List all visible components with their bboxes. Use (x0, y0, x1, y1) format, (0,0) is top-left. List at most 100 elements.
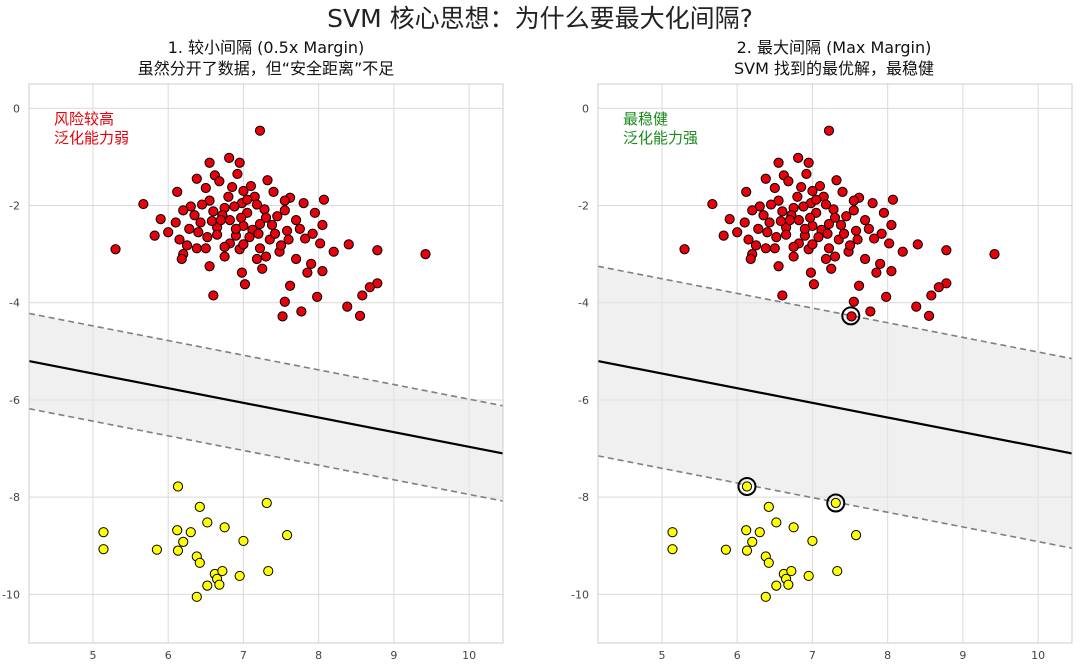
data-point-red (801, 168, 812, 180)
data-point-red (372, 245, 383, 256)
y-tick-label: 0 (582, 102, 589, 115)
data-point-red (211, 229, 223, 240)
x-tick-label: 8 (315, 649, 322, 662)
data-point-red (679, 244, 690, 255)
data-point-red (732, 227, 743, 238)
y-tick-label: 0 (13, 102, 20, 115)
data-point-red (780, 229, 792, 240)
data-point-yellow (763, 501, 774, 512)
data-point-red (886, 219, 897, 231)
data-point-red (195, 217, 206, 228)
data-point-yellow (238, 535, 249, 547)
data-point-red (230, 223, 242, 234)
data-point-red (826, 263, 837, 274)
annotation-line2: 泛化能力弱 (54, 129, 129, 147)
data-point-red (312, 291, 323, 303)
data-point-yellow (202, 580, 213, 591)
margin-line-upper (28, 312, 504, 407)
y-tick-label: -2 (9, 200, 20, 213)
data-point-red (753, 223, 764, 234)
data-point-red (232, 168, 243, 180)
data-point-red (865, 306, 876, 317)
data-point-red (257, 263, 268, 274)
y-tick-label: -8 (9, 491, 20, 504)
data-point-red (773, 157, 784, 168)
data-point-red (788, 251, 799, 262)
x-tick-label: 5 (658, 649, 665, 662)
figure-title: SVM 核心思想：为什么要最大化间隔? (327, 4, 753, 33)
data-point-red (245, 180, 257, 192)
data-point-red (266, 219, 278, 231)
data-point-yellow (219, 522, 230, 533)
data-point-red (284, 280, 296, 291)
data-point-red (219, 241, 230, 252)
data-point-red (777, 290, 788, 301)
data-point-red (835, 219, 847, 231)
data-point-red (184, 223, 195, 234)
data-point-red (239, 279, 251, 290)
data-point-yellow (832, 565, 843, 577)
data-point-red (238, 185, 249, 197)
data-point-red (841, 211, 852, 222)
data-point-yellow (667, 527, 678, 538)
data-point-red (138, 198, 149, 210)
y-tick-label: -4 (578, 297, 589, 310)
data-point-yellow (747, 536, 758, 547)
data-point-red (275, 240, 287, 251)
data-point-red (155, 214, 166, 225)
data-point-red (823, 218, 835, 230)
data-point-red (200, 182, 211, 194)
data-point-red (884, 238, 895, 249)
data-point-yellow (261, 497, 272, 509)
data-point-red (846, 311, 857, 322)
data-point-yellow (194, 501, 205, 512)
data-point-yellow (202, 517, 213, 528)
data-point-red (798, 201, 809, 212)
data-point-red (172, 186, 183, 198)
data-point-red (807, 239, 818, 250)
data-point-red (234, 157, 245, 168)
panel-left-title-line2: 虽然分开了数据，但“安全距离”不足 (138, 59, 395, 78)
x-tick-label: 7 (809, 649, 816, 662)
data-point-red (811, 194, 822, 205)
x-tick-label: 9 (959, 649, 966, 662)
data-point-red (799, 223, 811, 234)
data-point-red (926, 290, 937, 301)
data-point-red (254, 218, 266, 230)
data-point-red (886, 266, 897, 277)
support-vector-ring (826, 493, 846, 513)
support-vector-ring (841, 306, 861, 326)
data-point-yellow (217, 565, 228, 577)
data-point-red (260, 251, 272, 262)
data-point-red (342, 301, 353, 312)
data-point-red (775, 215, 786, 227)
data-point-red (268, 186, 279, 198)
data-point-red (871, 267, 882, 278)
data-point-red (838, 228, 850, 239)
data-point-yellow (741, 545, 753, 556)
data-point-yellow (194, 557, 205, 568)
data-point-red (196, 199, 208, 210)
data-point-yellow (830, 497, 841, 509)
y-tick-label: -10 (571, 588, 589, 601)
data-point-red (837, 186, 848, 198)
data-point-red (822, 228, 833, 239)
data-point-red (741, 186, 752, 198)
data-point-red (251, 253, 263, 265)
data-point-red (805, 212, 816, 223)
data-point-red (317, 219, 328, 231)
data-point-red (254, 243, 266, 254)
data-point-yellow (234, 570, 245, 582)
data-point-red (844, 240, 856, 251)
data-point-red (923, 310, 935, 321)
data-point-red (269, 228, 281, 239)
data-point-red (807, 185, 818, 197)
y-tick-label: -8 (578, 491, 589, 504)
data-point-red (769, 243, 780, 254)
x-tick-label: 6 (734, 649, 741, 662)
panel-right-title-line1: 2. 最大间隔 (Max Margin) (737, 38, 932, 57)
plot-frame (28, 83, 504, 644)
data-point-red (912, 239, 923, 250)
data-point-red (215, 215, 226, 226)
